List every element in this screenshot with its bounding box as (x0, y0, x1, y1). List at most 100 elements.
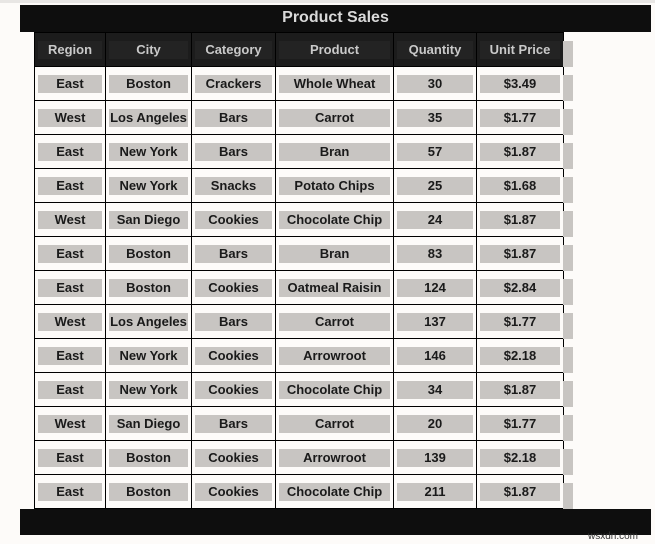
cell-product[interactable]: Carrot (275, 304, 394, 339)
cell-product[interactable]: Carrot (275, 406, 394, 441)
cell-category[interactable]: Bars (191, 236, 276, 271)
cell-region[interactable]: East (34, 134, 106, 169)
cell-product[interactable]: Bran (275, 236, 394, 271)
shade-strip (563, 279, 573, 305)
top-divider (0, 0, 655, 3)
cell-unit-price[interactable]: $1.87 (476, 236, 564, 271)
cell-category[interactable]: Bars (191, 134, 276, 169)
cell-quantity[interactable]: 34 (393, 372, 477, 407)
table-row: East New York Snacks Potato Chips 25 $1.68 (34, 168, 564, 203)
cell-product[interactable]: Whole Wheat (275, 66, 394, 101)
column-header-category[interactable]: Category (191, 32, 276, 67)
cell-quantity[interactable]: 35 (393, 100, 477, 135)
cell-product[interactable]: Carrot (275, 100, 394, 135)
cell-unit-price[interactable]: $1.77 (476, 100, 564, 135)
column-header-product[interactable]: Product (275, 32, 394, 67)
cell-unit-price[interactable]: $1.87 (476, 134, 564, 169)
shade-strip (563, 313, 573, 339)
cell-quantity[interactable]: 146 (393, 338, 477, 373)
cell-quantity[interactable]: 25 (393, 168, 477, 203)
cell-product[interactable]: Chocolate Chip (275, 202, 394, 237)
cell-product[interactable]: Arrowroot (275, 440, 394, 475)
cell-unit-price[interactable]: $1.87 (476, 474, 564, 509)
cell-region[interactable]: East (34, 236, 106, 271)
shade-strip (563, 347, 573, 373)
cell-city[interactable]: New York (105, 372, 192, 407)
column-header-unit-price[interactable]: Unit Price (476, 32, 564, 67)
cell-region[interactable]: East (34, 338, 106, 373)
cell-unit-price[interactable]: $1.87 (476, 372, 564, 407)
column-header-region[interactable]: Region (34, 32, 106, 67)
cell-category[interactable]: Cookies (191, 270, 276, 305)
table-row: East New York Cookies Chocolate Chip 34 $1.87 (34, 372, 564, 407)
cell-city[interactable]: Los Angeles (105, 304, 192, 339)
cell-unit-price[interactable]: $1.87 (476, 202, 564, 237)
shade-strip (563, 483, 573, 509)
cell-city[interactable]: Boston (105, 236, 192, 271)
column-header-quantity[interactable]: Quantity (393, 32, 477, 67)
cell-unit-price[interactable]: $1.77 (476, 304, 564, 339)
cell-unit-price[interactable]: $1.77 (476, 406, 564, 441)
cell-category[interactable]: Cookies (191, 372, 276, 407)
shade-strip (563, 109, 573, 135)
cell-quantity[interactable]: 57 (393, 134, 477, 169)
cell-category[interactable]: Bars (191, 304, 276, 339)
table-row: East New York Cookies Arrowroot 146 $2.18 (34, 338, 564, 373)
cell-region[interactable]: East (34, 372, 106, 407)
cell-product[interactable]: Arrowroot (275, 338, 394, 373)
cell-city[interactable]: Boston (105, 440, 192, 475)
shade-strip (563, 143, 573, 169)
cell-unit-price[interactable]: $2.18 (476, 338, 564, 373)
shade-strip (563, 449, 573, 475)
cell-quantity[interactable]: 20 (393, 406, 477, 441)
shade-strip (563, 75, 573, 101)
cell-product[interactable]: Potato Chips (275, 168, 394, 203)
cell-region[interactable]: West (34, 100, 106, 135)
cell-unit-price[interactable]: $2.84 (476, 270, 564, 305)
cell-region[interactable]: East (34, 474, 106, 509)
cell-category[interactable]: Crackers (191, 66, 276, 101)
cell-quantity[interactable]: 24 (393, 202, 477, 237)
cell-category[interactable]: Snacks (191, 168, 276, 203)
shade-strip (563, 415, 573, 441)
cell-region[interactable]: West (34, 304, 106, 339)
cell-category[interactable]: Cookies (191, 338, 276, 373)
cell-region[interactable]: West (34, 202, 106, 237)
cell-category[interactable]: Cookies (191, 474, 276, 509)
cell-quantity[interactable]: 124 (393, 270, 477, 305)
cell-unit-price[interactable]: $2.18 (476, 440, 564, 475)
cell-unit-price[interactable]: $3.49 (476, 66, 564, 101)
cell-product[interactable]: Oatmeal Raisin (275, 270, 394, 305)
cell-city[interactable]: New York (105, 338, 192, 373)
cell-city[interactable]: New York (105, 168, 192, 203)
cell-region[interactable]: East (34, 66, 106, 101)
cell-product[interactable]: Chocolate Chip (275, 372, 394, 407)
cell-category[interactable]: Bars (191, 406, 276, 441)
cell-city[interactable]: Boston (105, 474, 192, 509)
column-header-city[interactable]: City (105, 32, 192, 67)
cell-category[interactable]: Bars (191, 100, 276, 135)
table-row: East Boston Cookies Arrowroot 139 $2.18 (34, 440, 564, 475)
table-row: East Boston Cookies Oatmeal Raisin 124 $2.84 (34, 270, 564, 305)
table-row: East Boston Cookies Chocolate Chip 211 $1.87 (34, 474, 564, 509)
cell-quantity[interactable]: 211 (393, 474, 477, 509)
cell-city[interactable]: San Diego (105, 406, 192, 441)
cell-region[interactable]: East (34, 270, 106, 305)
cell-region[interactable]: West (34, 406, 106, 441)
cell-category[interactable]: Cookies (191, 440, 276, 475)
cell-city[interactable]: Boston (105, 66, 192, 101)
cell-quantity[interactable]: 139 (393, 440, 477, 475)
cell-unit-price[interactable]: $1.68 (476, 168, 564, 203)
cell-city[interactable]: San Diego (105, 202, 192, 237)
cell-quantity[interactable]: 137 (393, 304, 477, 339)
cell-city[interactable]: Los Angeles (105, 100, 192, 135)
cell-city[interactable]: New York (105, 134, 192, 169)
cell-region[interactable]: East (34, 168, 106, 203)
cell-product[interactable]: Chocolate Chip (275, 474, 394, 509)
cell-city[interactable]: Boston (105, 270, 192, 305)
cell-region[interactable]: East (34, 440, 106, 475)
cell-quantity[interactable]: 83 (393, 236, 477, 271)
cell-category[interactable]: Cookies (191, 202, 276, 237)
cell-product[interactable]: Bran (275, 134, 394, 169)
cell-quantity[interactable]: 30 (393, 66, 477, 101)
